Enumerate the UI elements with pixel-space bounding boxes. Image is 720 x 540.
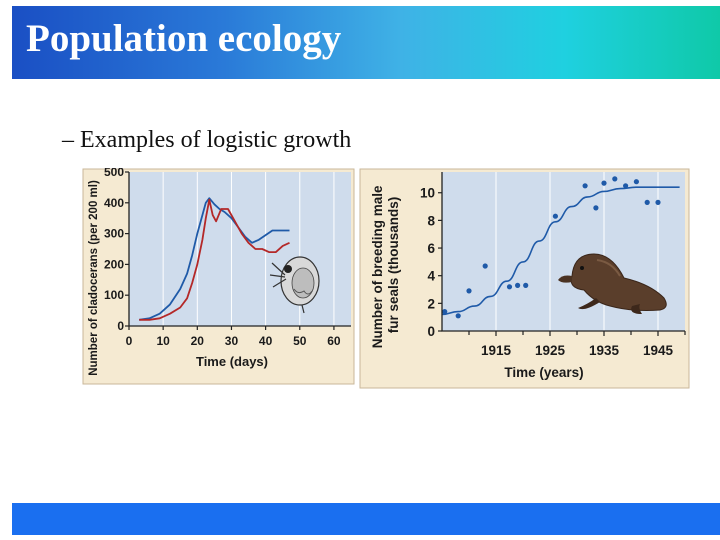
x-tick-label: 20 xyxy=(191,334,205,348)
y-tick-label: 100 xyxy=(104,288,124,302)
chart-cladocerans-y-label: Number of cladocerans (per 200 ml) xyxy=(88,180,100,376)
chart-cladocerans-y-ticks: 0 100 200 300 400 500 xyxy=(104,168,129,333)
series-line-1 xyxy=(139,197,290,321)
chart-fur-seals-y-label-line2: fur seals (thousands) xyxy=(386,197,401,334)
chart-fur-seals-x-ticks: 1915 1925 1935 1945 xyxy=(468,331,686,358)
data-point xyxy=(455,313,461,319)
data-point xyxy=(506,284,513,290)
chart-fur-seals-y-label: Number of breeding male fur seals (thous… xyxy=(370,182,401,349)
data-point xyxy=(593,205,599,211)
chart-fur-seals-y-label-line1: Number of breeding male xyxy=(370,185,385,348)
logistic-fit-curve xyxy=(441,186,680,316)
y-tick-label: 2 xyxy=(427,296,435,311)
y-tick-label: 10 xyxy=(420,186,435,201)
data-point xyxy=(515,282,521,288)
slide-title: Population ecology xyxy=(26,17,342,60)
y-tick-label: 4 xyxy=(427,269,435,284)
chart-cladocerans-series xyxy=(139,197,290,321)
data-point xyxy=(623,183,629,189)
y-tick-label: 0 xyxy=(117,319,124,333)
x-tick-label: 1915 xyxy=(481,343,512,358)
data-point xyxy=(612,176,618,182)
figure: 0 10 20 30 40 50 60 0 100 200 300 400 500 Time (day… xyxy=(82,168,690,390)
data-point xyxy=(601,180,607,186)
data-point xyxy=(655,199,661,205)
y-tick-label: 200 xyxy=(104,257,124,271)
data-point xyxy=(644,199,650,205)
chart-cladocerans-x-ticks: 0 10 20 30 40 50 60 xyxy=(126,326,341,348)
data-point xyxy=(633,179,640,185)
chart-fur-seals-points xyxy=(442,176,661,319)
y-tick-label: 8 xyxy=(427,213,435,228)
chart-fur-seals: 1915 1925 1935 1945 0 2 4 6 8 10 Time (years) Nu… xyxy=(359,168,690,389)
fur-seal-illustration xyxy=(558,253,667,314)
data-point xyxy=(582,183,588,189)
footer-bar xyxy=(12,503,720,535)
y-tick-label: 500 xyxy=(104,168,124,179)
title-bar: Population ecology xyxy=(12,6,720,79)
chart-cladocerans-plot-area xyxy=(129,172,351,326)
y-tick-label: 400 xyxy=(104,196,124,210)
y-tick-label: 6 xyxy=(427,241,435,256)
water-flea-illustration xyxy=(269,256,320,314)
data-point xyxy=(442,309,448,315)
y-tick-label: 300 xyxy=(104,227,124,241)
x-tick-label: 10 xyxy=(156,334,170,348)
chart-cladocerans: 0 10 20 30 40 50 60 0 100 200 300 400 500 Time (day… xyxy=(82,168,355,385)
series-line-2 xyxy=(139,198,290,321)
data-point xyxy=(482,263,488,269)
x-tick-label: 40 xyxy=(259,334,273,348)
y-tick-label: 0 xyxy=(427,324,435,339)
chart-fur-seals-y-ticks: 0 2 4 6 8 10 xyxy=(420,186,442,339)
data-point xyxy=(552,213,558,219)
data-point xyxy=(523,282,529,288)
x-tick-label: 50 xyxy=(293,334,307,348)
x-tick-label: 1925 xyxy=(535,343,566,358)
x-tick-label: 30 xyxy=(225,334,239,348)
chart-cladocerans-grid xyxy=(162,172,335,326)
x-tick-label: 1935 xyxy=(589,343,620,358)
bullet-text: – Examples of logistic growth xyxy=(62,127,352,153)
chart-fur-seals-fit xyxy=(441,186,680,316)
data-point xyxy=(466,288,472,294)
chart-fur-seals-x-label: Time (years) xyxy=(504,365,583,380)
chart-cladocerans-x-label: Time (days) xyxy=(196,354,268,369)
x-tick-label: 1945 xyxy=(643,343,674,358)
x-tick-label: 0 xyxy=(126,334,133,348)
x-tick-label: 60 xyxy=(327,334,341,348)
